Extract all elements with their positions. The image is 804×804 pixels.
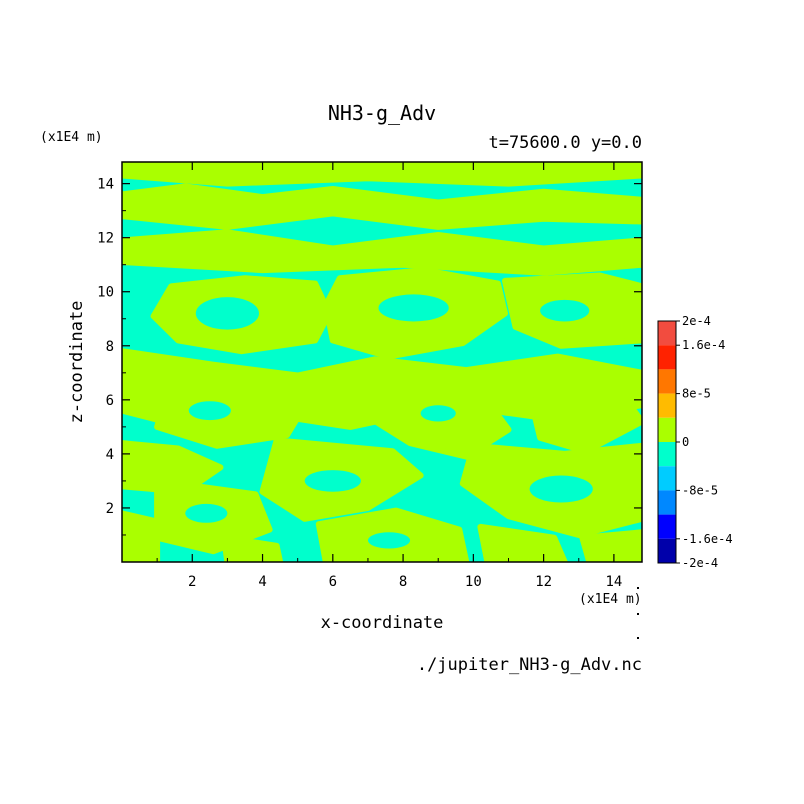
negative-pocket <box>378 294 449 322</box>
positive-region <box>477 523 568 562</box>
positive-region <box>122 183 642 230</box>
negative-pocket <box>420 405 456 422</box>
positive-region <box>122 229 642 276</box>
negative-pocket <box>304 470 361 492</box>
colorbar-label: -2e-4 <box>682 556 718 570</box>
x-axis-label: x-coordinate <box>321 613 444 633</box>
positive-region <box>122 510 161 562</box>
positive-region <box>220 534 284 562</box>
colorbar-bin <box>658 490 676 515</box>
colorbar-label: 0 <box>682 435 689 449</box>
x-tick-label: 10 <box>465 574 482 590</box>
colorbar-bin <box>658 538 676 563</box>
chart-subtitle: t=75600.0 y=0.0 <box>488 133 642 153</box>
negative-pocket <box>540 299 590 322</box>
colorbar-bin <box>658 466 676 491</box>
negative-pocket <box>188 401 231 421</box>
source-file-label: ./jupiter_NH3-g_Adv.nc <box>417 655 642 675</box>
colorbar-label: 8e-5 <box>682 387 711 401</box>
y-tick-label: 2 <box>106 501 114 517</box>
heatmap-field <box>122 162 642 562</box>
positive-region <box>526 380 642 455</box>
colorbar-label: -1.6e-4 <box>682 532 733 546</box>
x-tick-label: 6 <box>329 574 337 590</box>
y-tick-label: 14 <box>97 177 114 193</box>
colorbar-bin <box>658 321 676 346</box>
positive-region <box>122 440 224 495</box>
negative-pocket <box>367 532 411 549</box>
x-tick-label: 12 <box>535 574 552 590</box>
colorbar-bin <box>658 393 676 418</box>
field-positive-regions <box>122 162 642 562</box>
axes: 2 4 6 8 10 12 14 2 4 6 8 10 12 14 <box>97 162 642 590</box>
colorbar-label: 2e-4 <box>682 314 711 328</box>
positive-region <box>122 162 642 187</box>
y-axis-label: z-coordinate <box>67 301 87 424</box>
z-axis-unit: (x1E4 m) <box>40 130 103 145</box>
x-tick-label: 2 <box>188 574 196 590</box>
y-tick-label: 8 <box>106 339 114 355</box>
y-tick-label: 4 <box>106 447 114 463</box>
colorbar-bin <box>658 369 676 394</box>
chart-title: NH3-g_Adv <box>328 101 436 125</box>
y-tick-label: 6 <box>106 393 114 409</box>
y-tick-label: 10 <box>97 285 114 301</box>
negative-pocket <box>529 475 593 503</box>
colorbar: 2e-4 1.6e-4 8e-5 0 -8e-5 -1.6e-4 -2e-4 <box>657 314 733 570</box>
x-axis-unit: (x1E4 m) <box>579 592 642 607</box>
y-tick-label: 12 <box>97 231 114 247</box>
footer-marks <box>637 587 639 639</box>
positive-region <box>154 377 315 449</box>
colorbar-label: 1.6e-4 <box>682 338 725 352</box>
colorbar-bin <box>658 442 676 467</box>
colorbar-label: -8e-5 <box>682 483 718 497</box>
x-tick-label: 14 <box>605 574 622 590</box>
x-tick-label: 4 <box>258 574 266 590</box>
plot-frame <box>121 161 643 563</box>
positive-region <box>579 529 642 562</box>
x-tick-label: 8 <box>399 574 407 590</box>
colorbar-bin <box>658 345 676 370</box>
negative-pocket <box>185 503 228 523</box>
colorbar-bin <box>658 417 676 442</box>
negative-pocket <box>195 297 260 330</box>
colorbar-bin <box>658 514 676 539</box>
